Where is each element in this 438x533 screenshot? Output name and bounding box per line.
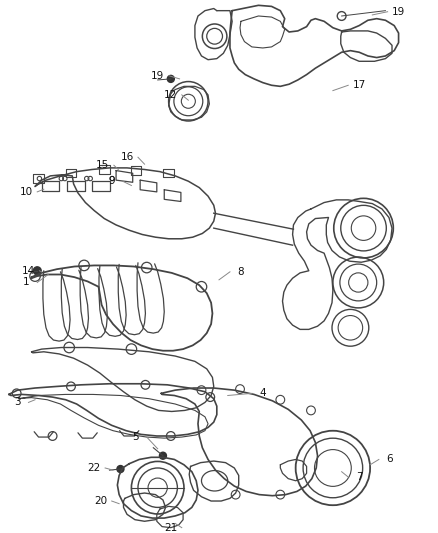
Text: 3: 3 [14,398,21,407]
Text: 12: 12 [164,90,177,100]
Text: 20: 20 [94,496,107,506]
Text: 19: 19 [151,71,164,80]
Circle shape [167,75,174,83]
Text: 21: 21 [164,523,177,532]
Text: 7: 7 [356,472,363,482]
Text: 15: 15 [96,160,110,170]
Text: 19: 19 [392,7,405,17]
Text: 22: 22 [88,463,101,473]
Text: 4: 4 [259,389,266,398]
Text: 16: 16 [120,152,134,162]
Text: 8: 8 [237,267,244,277]
Text: 10: 10 [20,187,33,197]
Circle shape [117,465,124,473]
Text: 6: 6 [386,455,393,464]
Text: 14: 14 [22,266,35,276]
Text: 5: 5 [132,432,139,442]
Text: 9: 9 [108,176,115,186]
Circle shape [33,267,41,274]
Text: 1: 1 [23,278,30,287]
Text: 17: 17 [353,80,366,90]
Circle shape [159,452,166,459]
